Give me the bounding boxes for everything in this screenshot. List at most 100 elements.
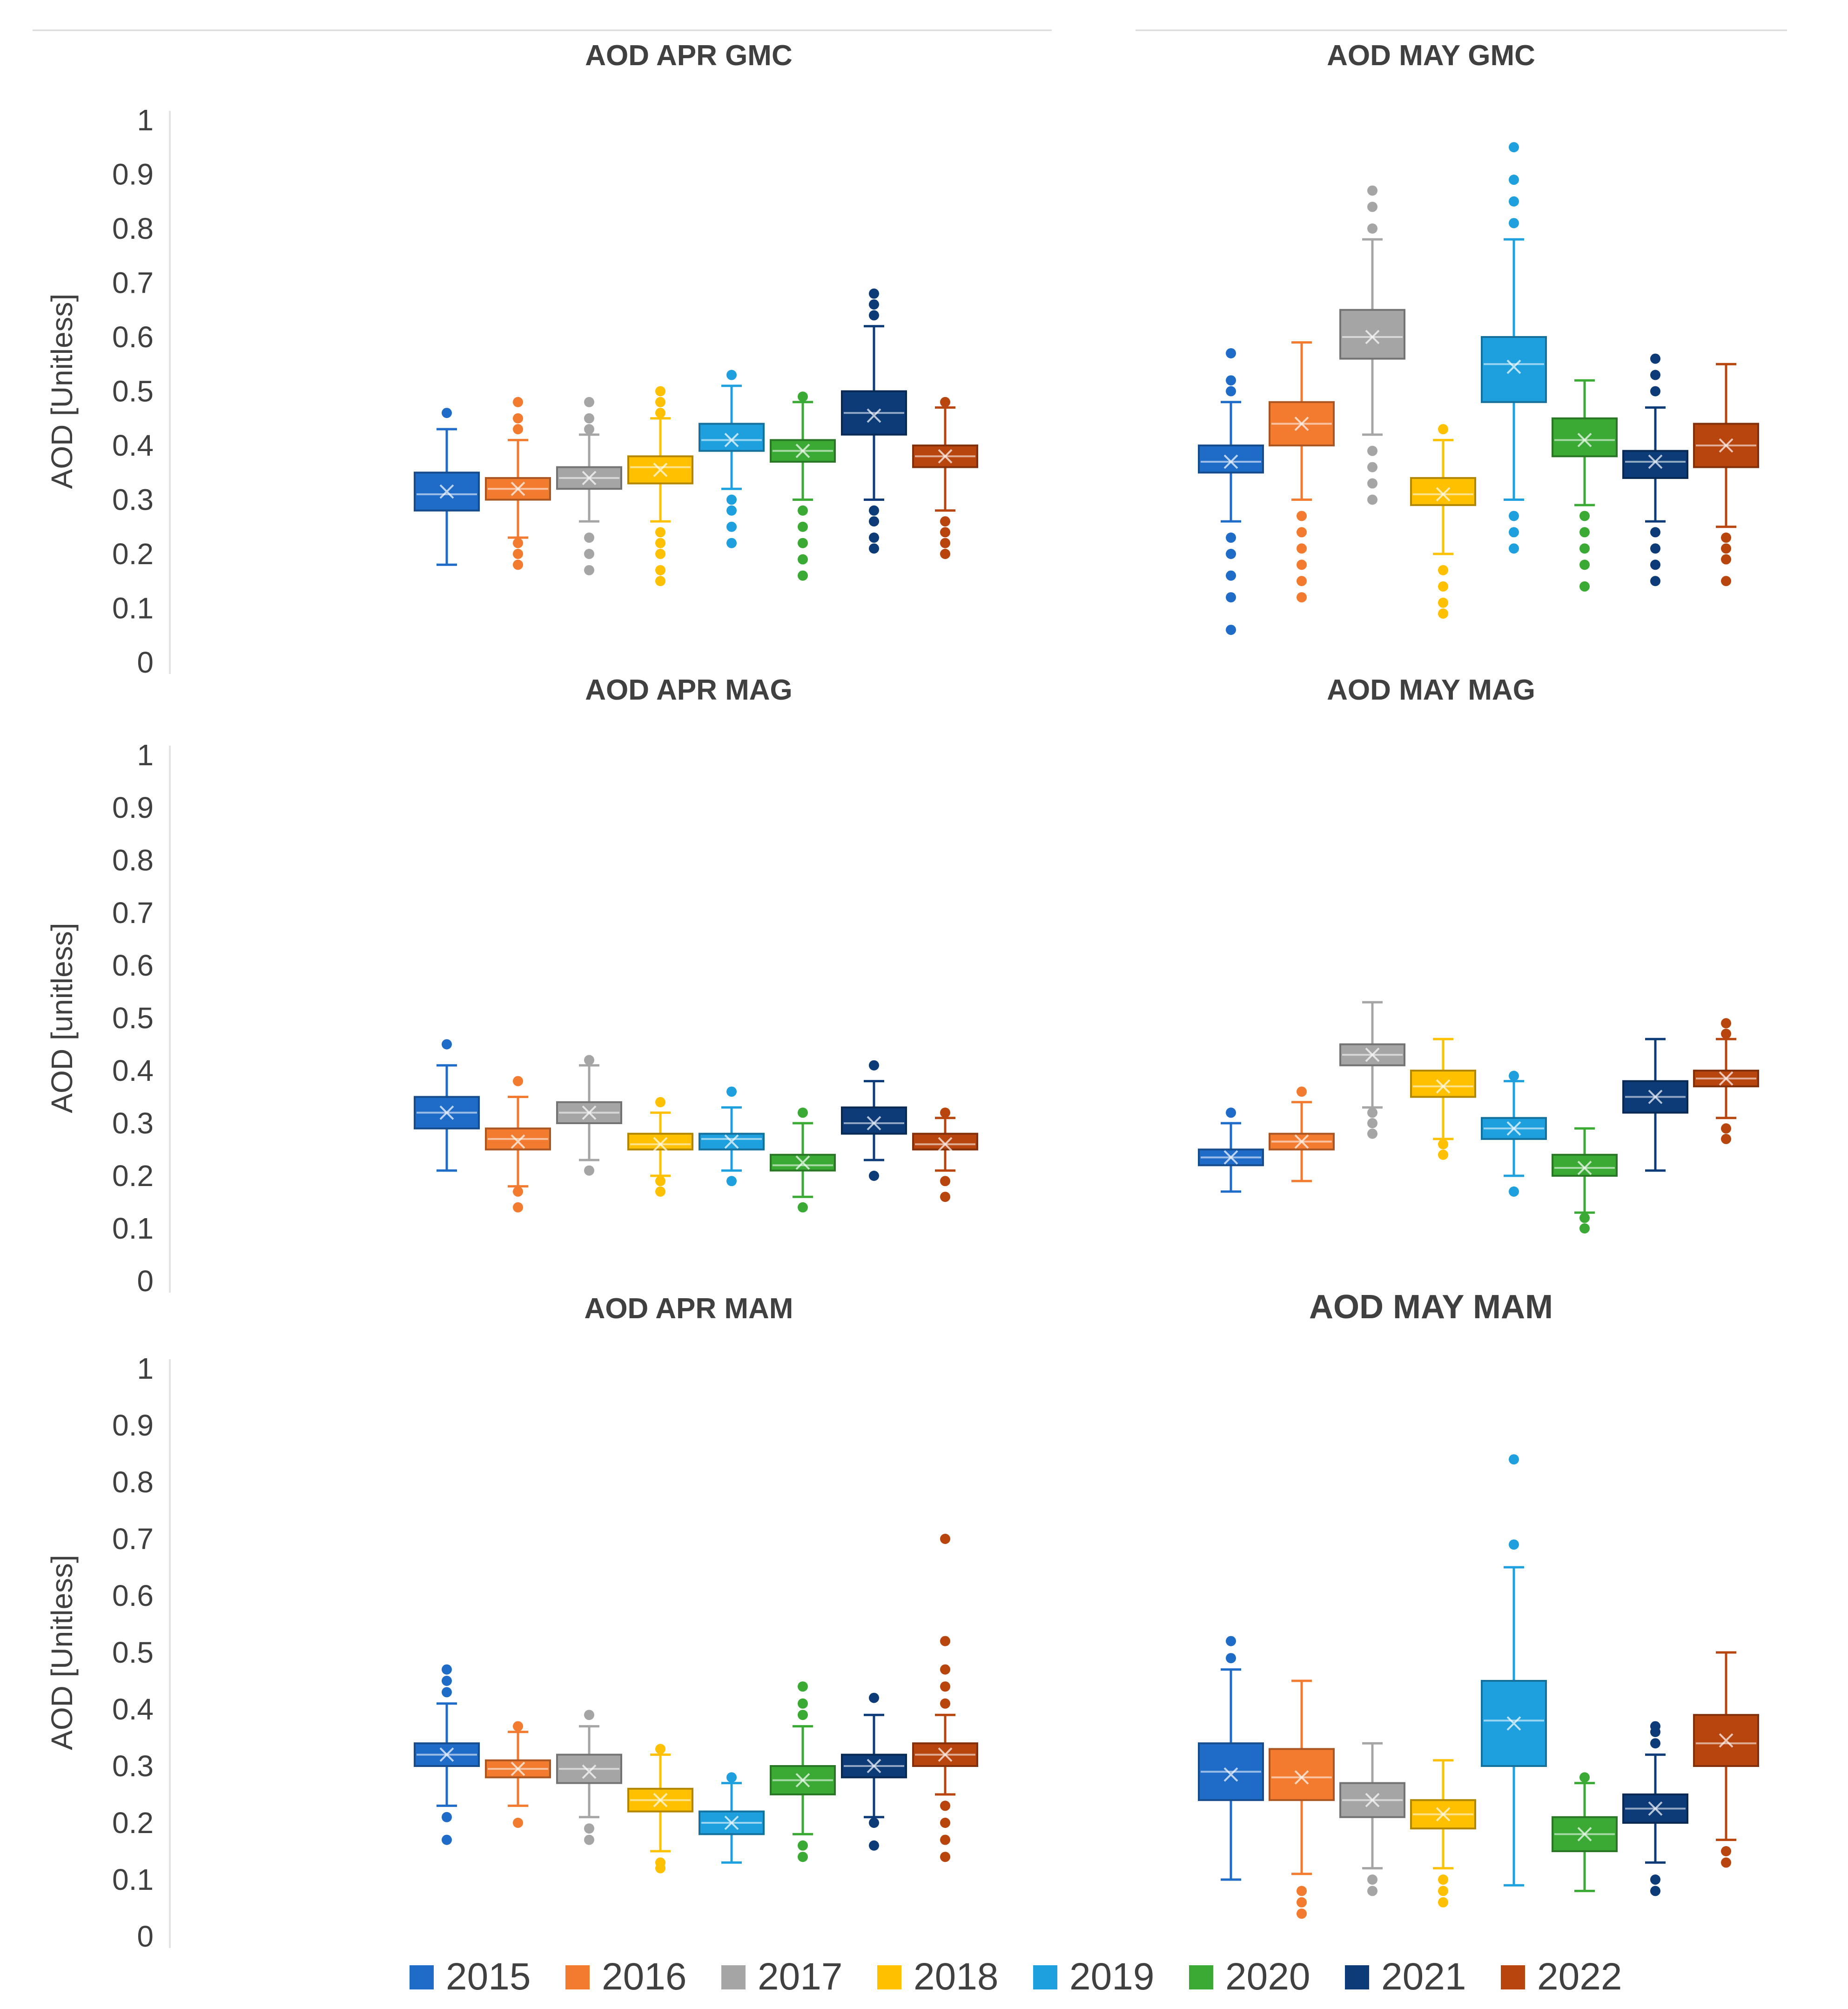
box-2016	[1269, 1086, 1335, 1182]
chart-panel: AOD MAY GMC	[1198, 40, 1759, 635]
mean-marker	[511, 1761, 525, 1776]
box-body	[699, 423, 765, 452]
y-tick-label: 0.3	[112, 1106, 154, 1140]
legend-swatch	[1345, 1965, 1369, 1989]
mean-marker	[582, 1764, 597, 1779]
y-tick-label: 0.5	[112, 1001, 154, 1035]
legend-swatch	[721, 1965, 746, 1989]
mean-marker	[511, 1134, 525, 1149]
outlier-point	[1650, 353, 1660, 364]
outlier-point	[584, 1165, 594, 1176]
legend-item: 2016	[565, 1955, 686, 1998]
outlier-point	[1650, 1874, 1660, 1885]
outlier-point	[1367, 1107, 1378, 1118]
y-tick-label: 0.8	[112, 212, 154, 245]
legend-swatch	[1033, 1965, 1057, 1989]
outlier-point	[1579, 511, 1590, 521]
outlier-point	[513, 549, 523, 559]
outlier-point	[1367, 462, 1378, 472]
outlier-point	[940, 1852, 950, 1862]
mean-marker	[938, 1747, 953, 1762]
mean-marker	[1648, 454, 1663, 469]
legend-swatch	[877, 1965, 901, 1989]
outlier-point	[513, 1186, 523, 1197]
outlier-point	[513, 560, 523, 570]
outlier-point	[1721, 1123, 1731, 1134]
outlier-point	[1367, 1886, 1378, 1896]
legend-swatch	[1189, 1965, 1213, 1989]
mean-marker	[1577, 1160, 1592, 1175]
outlier-point	[1367, 1874, 1378, 1885]
outlier-point	[1650, 1886, 1660, 1896]
box-body	[1410, 477, 1476, 506]
outlier-point	[940, 527, 950, 538]
outlier-point	[442, 408, 452, 418]
mean-marker	[1577, 432, 1592, 447]
chart-panels: AOD APR GMC 0 0.1 0.2 0.3 0.4 0.5 0.6 0.7 0.8 0.9 1…	[45, 40, 1759, 1953]
outlier-point	[798, 505, 808, 516]
box-2015	[414, 1039, 480, 1172]
outlier-point	[1367, 223, 1378, 234]
outlier-point	[726, 370, 737, 380]
box-2017	[1339, 185, 1405, 505]
box-body	[1552, 417, 1618, 458]
outlier-point	[1721, 1028, 1731, 1039]
outlier-point	[1438, 1874, 1448, 1885]
y-tick-label: 0	[137, 646, 154, 679]
outlier-point	[1438, 1139, 1448, 1150]
box-body	[912, 1133, 978, 1151]
outlier-point	[513, 1202, 523, 1213]
outlier-point	[655, 1186, 665, 1197]
legend-label: 2017	[758, 1955, 842, 1998]
mean-marker	[1506, 359, 1521, 374]
outlier-point	[655, 1857, 665, 1868]
y-tick-label: 0.2	[112, 1806, 154, 1840]
box-body	[1552, 1153, 1618, 1177]
y-tick-label: 0.6	[112, 1579, 154, 1612]
outlier-point	[1650, 370, 1660, 380]
box-2015	[414, 408, 480, 566]
outlier-point	[513, 1818, 523, 1828]
outlier-point	[1438, 1886, 1448, 1896]
box-2022	[912, 1107, 978, 1202]
box-body	[627, 1133, 693, 1151]
outlier-point	[1509, 527, 1519, 538]
outlier-point	[869, 310, 879, 321]
outlier-point	[1650, 576, 1660, 587]
y-tick-label: 0.9	[112, 1409, 154, 1442]
legend-label: 2020	[1225, 1955, 1310, 1998]
y-tick-label: 0.1	[112, 1863, 154, 1896]
mean-marker	[1719, 438, 1734, 453]
mean-marker	[653, 1137, 668, 1152]
outlier-point	[584, 1834, 594, 1845]
outlier-point	[1509, 218, 1519, 229]
box-2018	[1410, 424, 1476, 619]
box-2018	[1410, 1759, 1476, 1908]
box-2018	[627, 1744, 693, 1874]
outlier-point	[1650, 386, 1660, 397]
mean-marker	[1223, 1150, 1238, 1165]
outlier-point	[1438, 597, 1448, 608]
outlier-point	[869, 288, 879, 299]
box-2016	[485, 1076, 551, 1213]
outlier-point	[726, 494, 737, 505]
legend-swatch	[410, 1965, 434, 1989]
legend-item: 2015	[410, 1955, 531, 1998]
mean-marker	[1223, 454, 1238, 469]
mean-marker	[1365, 1793, 1380, 1807]
box-2021	[1622, 353, 1688, 587]
legend-label: 2022	[1537, 1955, 1622, 1998]
outlier-point	[940, 1534, 950, 1544]
box-2016	[485, 397, 551, 570]
outlier-point	[442, 1687, 452, 1698]
box-2018	[627, 386, 693, 587]
outlier-point	[584, 1055, 594, 1065]
outlier-point	[726, 521, 737, 532]
outlier-point	[1650, 1738, 1660, 1749]
y-tick-label: 0.3	[112, 1749, 154, 1783]
legend: 2015 2016 2017 2018 2019 2020 2021 2022	[410, 1955, 1622, 1998]
outlier-point	[940, 1800, 950, 1811]
box-body	[1410, 1070, 1476, 1098]
outlier-point	[1367, 445, 1378, 456]
